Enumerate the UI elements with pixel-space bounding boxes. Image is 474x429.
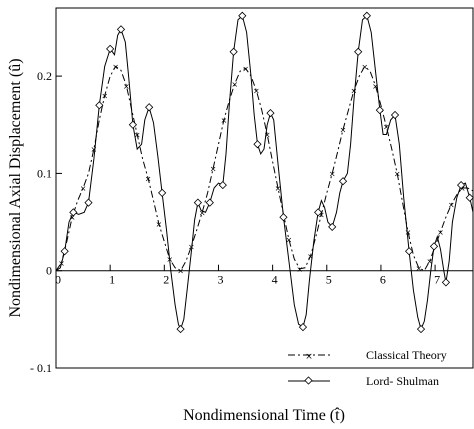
series-1-point-19 <box>314 208 323 217</box>
series-0-point-4: × <box>101 92 108 101</box>
series-0-point-5: × <box>112 62 119 71</box>
series-1-point-6 <box>128 120 138 129</box>
legend-marker-lord-shulman <box>304 376 313 385</box>
series-0-point-10: × <box>166 255 173 264</box>
x-tick-label-3: 3 <box>217 273 223 287</box>
series-0-point-27: × <box>351 87 358 96</box>
series-0-point-15: × <box>221 116 228 125</box>
y-tick-label-1: 0 <box>46 264 52 278</box>
x-axis-ticks: 0 1 2 3 4 5 6 7 <box>55 264 440 287</box>
x-axis-title: Nondimensional Time (t̂) <box>183 406 345 424</box>
x-tick-label-2: 2 <box>163 273 169 287</box>
series-0-point-28: × <box>361 62 368 71</box>
x-tick-label-1: 1 <box>109 273 115 287</box>
series-0-point-23: × <box>307 252 314 261</box>
series-0-point-7: × <box>134 130 141 139</box>
series-1-point-26 <box>404 247 414 256</box>
series-1-point-11 <box>205 198 214 207</box>
series-1-point-14 <box>238 11 247 20</box>
series-0-point-34: × <box>426 257 433 266</box>
series-0-point-20: × <box>275 184 282 193</box>
series-0-point-0: × <box>58 259 65 268</box>
series-1-point-7 <box>145 103 154 112</box>
series-line-0 <box>56 65 473 272</box>
legend: × Classical Theory Lord- Shulman <box>288 348 447 388</box>
series-1-point-0 <box>60 247 69 256</box>
series-1-point-21 <box>338 177 348 186</box>
y-axis-ticks: - 0.1 0 0.1 0.2 <box>30 69 62 375</box>
series-0-point-9: × <box>156 220 163 229</box>
plot-frame <box>55 7 474 369</box>
series-1-point-8 <box>158 188 167 197</box>
series-1-point-28 <box>429 242 439 251</box>
series-1-point-20 <box>328 222 337 232</box>
series-1-point-23 <box>362 11 371 20</box>
series-0-point-2: × <box>80 184 87 193</box>
x-tick-label-7: 7 <box>434 273 440 287</box>
series-0-point-18: × <box>253 87 260 96</box>
y-tick-label-2: 0.1 <box>37 166 52 180</box>
x-tick-label-4: 4 <box>272 273 278 287</box>
series-1-point-5 <box>116 25 126 34</box>
legend-marker-classical: × <box>305 352 313 362</box>
series-1-point-18 <box>298 323 308 332</box>
series-1-point-29 <box>441 278 451 287</box>
series-1-point-12 <box>218 180 227 190</box>
series-1-point-10 <box>193 198 202 207</box>
y-axis-title: Nondimensional Axial Displacement (û) <box>7 58 24 317</box>
legend-label-classical: Classical Theory <box>366 348 447 362</box>
series-1-point-15 <box>253 140 262 149</box>
series-1-point-3 <box>95 101 104 110</box>
series-line-1 <box>56 14 473 331</box>
series-0-point-11: × <box>177 267 184 276</box>
series-0-point-37: × <box>459 184 466 193</box>
series-0-point-1: × <box>69 213 76 222</box>
series-0-point-22: × <box>296 265 303 274</box>
series-1-point-17 <box>279 213 288 222</box>
series-0-point-19: × <box>264 130 271 139</box>
series-0-point-17: × <box>242 64 249 73</box>
y-tick-label-0: - 0.1 <box>30 361 52 375</box>
series-1-point-1 <box>69 208 78 217</box>
series-1-point-24 <box>375 106 384 115</box>
x-tick-label-5: 5 <box>326 273 332 287</box>
series-0-point-14: × <box>210 165 217 174</box>
series-1-point-27 <box>416 324 426 334</box>
series-0-point-32: × <box>405 228 412 237</box>
series-0-point-30: × <box>383 123 390 132</box>
y-tick-label-3: 0.2 <box>37 69 52 83</box>
series-0-point-3: × <box>91 145 98 154</box>
series-1-point-13 <box>229 47 238 56</box>
series-0-point-8: × <box>145 174 152 183</box>
series-0-point-29: × <box>372 82 379 91</box>
series-1-point-30 <box>456 180 466 190</box>
series-0-point-24: × <box>318 210 325 219</box>
series-0-point-36: × <box>448 201 455 210</box>
markers-layer: × × × × × × × × × × × × × × × × × × × × × × × × × × × × × × × × × × × × × × <box>58 11 474 334</box>
series-0-point-31: × <box>394 169 401 178</box>
series-1-point-16 <box>266 108 275 118</box>
series-0-point-13: × <box>199 208 206 217</box>
x-tick-label-0: 0 <box>55 273 61 287</box>
series-0-point-26: × <box>340 126 347 135</box>
series-1-point-25 <box>390 110 400 120</box>
legend-label-lord-shulman: Lord- Shulman <box>366 374 439 388</box>
series-0-point-33: × <box>415 264 422 273</box>
series-0-point-16: × <box>231 80 238 89</box>
series-0-point-21: × <box>286 236 293 245</box>
series-0-point-25: × <box>329 169 336 178</box>
series-1-point-22 <box>354 47 363 56</box>
x-tick-label-6: 6 <box>380 273 386 287</box>
series-0-point-35: × <box>437 228 444 237</box>
series-1-point-4 <box>106 44 115 53</box>
series-layer <box>56 14 473 331</box>
series-1-point-31 <box>465 193 474 202</box>
series-1-point-2 <box>84 198 93 207</box>
series-0-point-12: × <box>188 242 195 251</box>
series-1-point-9 <box>176 324 185 334</box>
series-0-point-6: × <box>123 82 130 91</box>
